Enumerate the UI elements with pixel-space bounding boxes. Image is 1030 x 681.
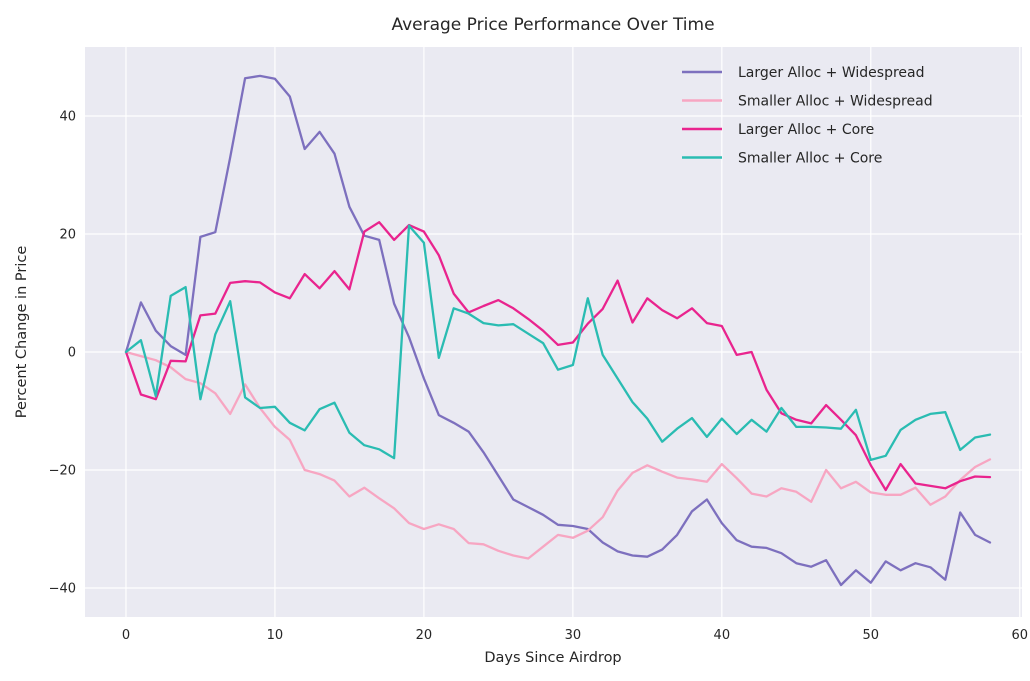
x-tick-label: 10 [267,628,284,643]
gridlines [85,47,1022,617]
legend-item: Larger Alloc + Core [682,122,874,138]
x-tick-label: 30 [565,628,582,643]
y-tick-label: −20 [49,463,76,478]
legend: Larger Alloc + Widespread Smaller Alloc … [682,65,933,167]
legend-label: Larger Alloc + Core [738,122,874,138]
x-tick-label: 0 [122,628,130,643]
legend-label: Smaller Alloc + Widespread [738,94,933,110]
plot-area [85,47,1022,617]
legend-item: Smaller Alloc + Core [682,151,882,167]
x-tick-label: 50 [863,628,880,643]
x-tick-label: 40 [714,628,731,643]
y-tick-label: 0 [68,345,76,360]
y-tick-label: 20 [59,227,76,242]
chart-title: Average Price Performance Over Time [391,15,714,35]
y-tick-label: −40 [49,581,76,596]
legend-label: Smaller Alloc + Core [738,151,882,167]
x-axis-label: Days Since Airdrop [484,650,621,666]
series-line-smaller-alloc-widespread [124,350,992,560]
data-series [124,74,992,587]
series-line-larger-alloc-widespread [124,74,992,587]
x-tick-label: 20 [416,628,433,643]
x-tick-labels: 0 10 20 30 40 50 60 [122,628,1028,643]
legend-item: Larger Alloc + Widespread [682,65,924,81]
legend-label: Larger Alloc + Widespread [738,65,924,81]
x-tick-label: 60 [1011,628,1028,643]
y-axis-label: Percent Change in Price [14,246,30,419]
series-line-smaller-alloc-core [124,224,992,462]
series-line-larger-alloc-core [124,221,992,492]
y-tick-label: 40 [59,109,76,124]
legend-item: Smaller Alloc + Widespread [682,94,933,110]
y-tick-labels: −40 −20 0 20 40 [49,109,76,596]
